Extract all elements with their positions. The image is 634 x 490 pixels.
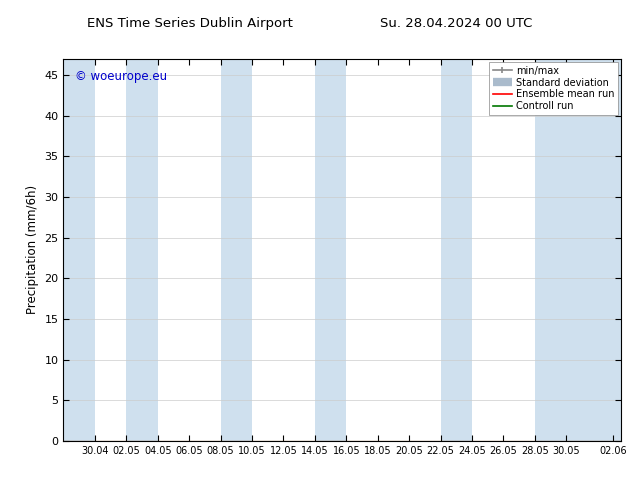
Bar [315, 59, 346, 441]
Legend: min/max, Standard deviation, Ensemble mean run, Controll run: min/max, Standard deviation, Ensemble me… [489, 62, 618, 115]
Bar [126, 59, 158, 441]
Text: © woeurope.eu: © woeurope.eu [75, 70, 167, 83]
Text: Su. 28.04.2024 00 UTC: Su. 28.04.2024 00 UTC [380, 17, 533, 30]
Bar [441, 59, 472, 441]
Y-axis label: Precipitation (mm/6h): Precipitation (mm/6h) [26, 185, 39, 315]
Bar [535, 59, 621, 441]
Bar [221, 59, 252, 441]
Text: ENS Time Series Dublin Airport: ENS Time Series Dublin Airport [87, 17, 293, 30]
Bar [63, 59, 95, 441]
